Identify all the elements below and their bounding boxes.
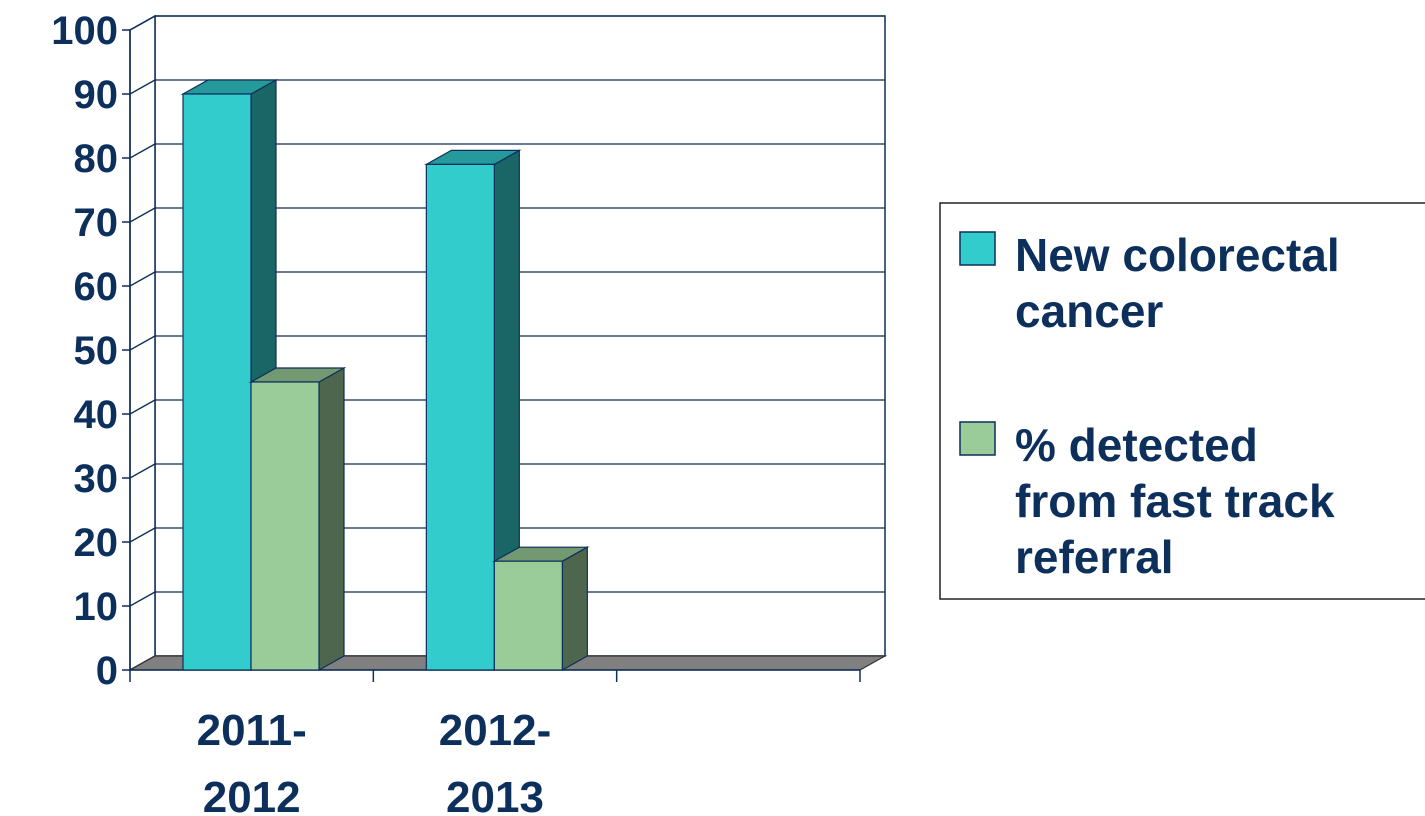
- x-category-label: 2012: [203, 773, 301, 816]
- y-tick-label: 30: [74, 457, 119, 501]
- legend-swatch: [960, 422, 995, 455]
- x-category-label: 2013: [446, 773, 544, 816]
- legend-label: referral: [1015, 531, 1174, 583]
- category-labels: 2011- 2012 2012- 2013: [197, 706, 552, 816]
- bar-front: [494, 561, 562, 670]
- x-category-label: 2011-: [197, 706, 307, 755]
- bar: [494, 547, 587, 670]
- legend-label: from fast track: [1015, 475, 1335, 527]
- y-tick-label: 60: [74, 265, 119, 309]
- y-tick-label: 100: [51, 9, 118, 53]
- y-tick-label: 20: [74, 521, 119, 565]
- bar-front: [183, 94, 251, 670]
- x-category-label: 2012-: [439, 706, 552, 755]
- legend-label: New colorectal: [1015, 229, 1340, 281]
- bar-front: [251, 382, 319, 670]
- bar: [251, 368, 344, 670]
- y-tick-label: 0: [96, 649, 118, 693]
- y-tick-label: 90: [74, 73, 119, 117]
- y-tick-label: 80: [74, 137, 119, 181]
- y-tick-label: 10: [74, 585, 119, 629]
- bar-front: [426, 164, 494, 670]
- y-tick-label: 40: [74, 393, 119, 437]
- legend-label: cancer: [1015, 285, 1163, 337]
- bar-side: [562, 547, 587, 670]
- legend-label: % detected: [1015, 419, 1258, 471]
- y-tick-label: 70: [74, 201, 119, 245]
- y-tick-labels: 0 10 20 30 40 50 60 70 80 90 100: [51, 9, 118, 693]
- bar-side: [319, 368, 344, 670]
- legend-swatch: [960, 232, 995, 265]
- y-tick-label: 50: [74, 329, 119, 373]
